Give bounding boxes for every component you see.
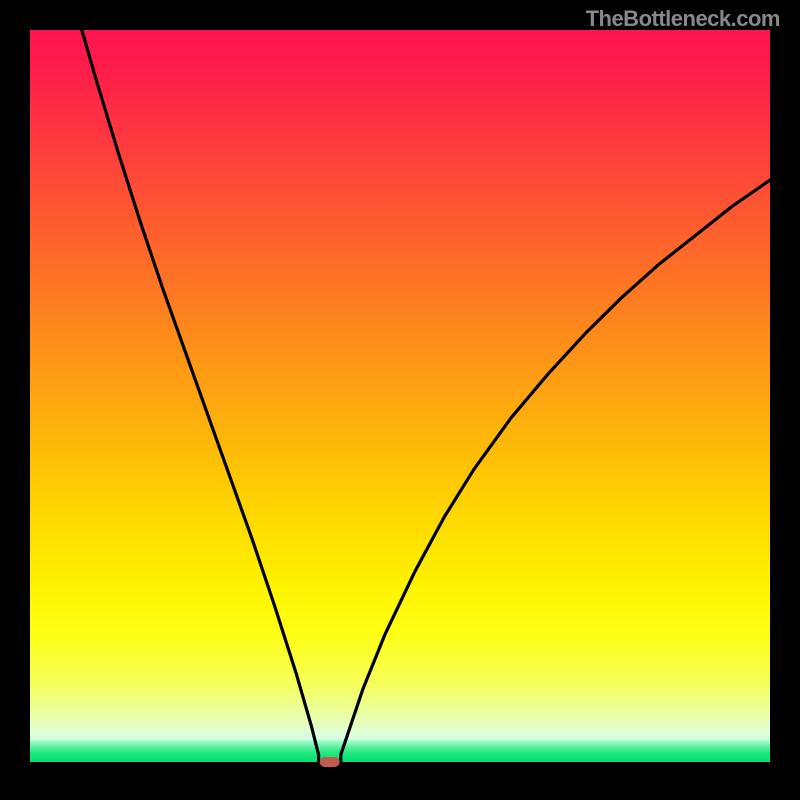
bottleneck-chart [0, 0, 800, 800]
chart-container: TheBottleneck.com [0, 0, 800, 800]
green-band [30, 740, 770, 762]
plot-background [30, 30, 770, 740]
optimal-point-marker [320, 757, 340, 767]
watermark-label: TheBottleneck.com [586, 6, 780, 32]
